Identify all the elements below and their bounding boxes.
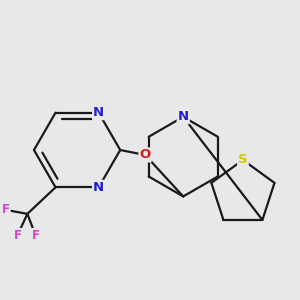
Text: O: O (140, 148, 151, 161)
Text: S: S (238, 153, 248, 167)
Text: N: N (93, 181, 104, 194)
Text: N: N (93, 106, 104, 119)
Text: F: F (32, 229, 40, 242)
Text: N: N (178, 110, 189, 123)
Text: F: F (14, 229, 21, 242)
Text: F: F (2, 203, 10, 216)
